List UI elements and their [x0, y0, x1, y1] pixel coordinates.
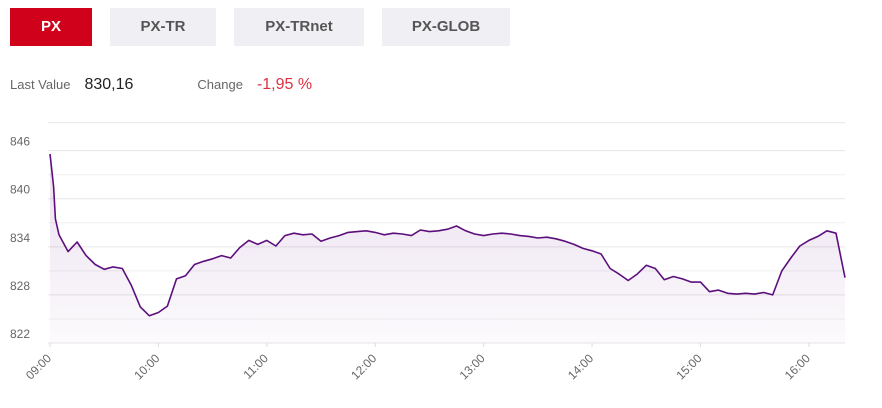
- tab[interactable]: PX-TR: [110, 8, 216, 46]
- tab-bar: PX PX-TR PX-TRnet PX-GLOB: [10, 8, 528, 46]
- y-tick-label: 822: [10, 327, 30, 341]
- stats: Last Value 830,16 Change -1,95 %: [10, 76, 312, 94]
- area-fill: [50, 153, 845, 343]
- tab[interactable]: PX-TRnet: [234, 8, 364, 46]
- x-tick-label: 09:00: [23, 351, 54, 382]
- price-line: [49, 153, 846, 317]
- y-tick-label: 846: [10, 135, 30, 149]
- x-tick-label: 15:00: [673, 351, 704, 382]
- y-tick-label: 828: [10, 279, 30, 293]
- change-label: Change: [197, 77, 243, 92]
- x-tick-label: 12:00: [348, 351, 379, 382]
- x-tick-label: 14:00: [565, 351, 596, 382]
- x-tick-label: 16:00: [782, 351, 813, 382]
- change: -1,95 %: [256, 76, 313, 93]
- last-value: 830,16: [84, 76, 134, 93]
- x-tick-label: 11:00: [240, 351, 271, 382]
- tab[interactable]: PX: [10, 8, 92, 46]
- y-tick-label: 834: [10, 231, 30, 245]
- x-tick-label: 13:00: [457, 351, 488, 382]
- y-tick-label: 840: [10, 183, 30, 197]
- last-value-label: Last Value: [10, 77, 71, 92]
- tab[interactable]: PX-GLOB: [382, 8, 510, 46]
- x-tick-label: 10:00: [131, 351, 162, 382]
